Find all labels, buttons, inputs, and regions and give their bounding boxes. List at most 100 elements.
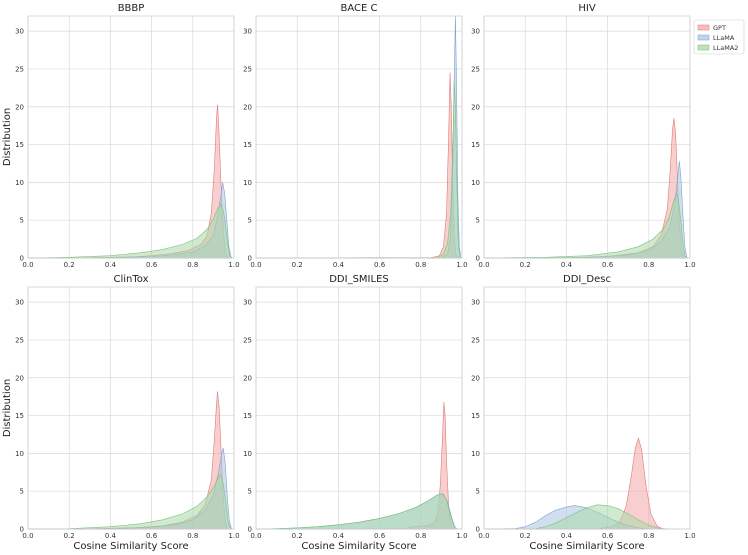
- x-tick-label: 0.8: [187, 261, 198, 269]
- legend-label-llama2: LLaMA2: [713, 44, 738, 52]
- y-tick-label: 5: [20, 488, 24, 496]
- x-tick-label: 0.2: [520, 261, 531, 269]
- x-tick-label: 0.0: [22, 532, 33, 540]
- x-tick-label: 0.4: [105, 261, 117, 269]
- series-area-llama: [255, 15, 462, 259]
- panel-frame: [483, 286, 691, 530]
- panel-title: DDI_SMILES: [329, 274, 389, 285]
- series-area-llama2: [483, 192, 688, 259]
- x-tick-label: 0.6: [602, 261, 614, 269]
- x-tick-label: 0.6: [374, 261, 386, 269]
- panel-title: ClinTox: [113, 274, 148, 285]
- x-tick-label: 0.0: [478, 532, 489, 540]
- series-area-llama2: [255, 493, 458, 530]
- x-tick-label: 0.2: [292, 261, 303, 269]
- series-area-llama2: [483, 504, 670, 530]
- x-tick-label: 1.0: [228, 261, 239, 269]
- panel-title: BACE C: [341, 3, 378, 14]
- y-tick-label: 0: [476, 526, 480, 534]
- y-tick-label: 5: [248, 488, 252, 496]
- y-tick-label: 20: [243, 103, 252, 111]
- legend: GPT LLaMA LLaMA2: [693, 19, 745, 55]
- panel-frame: [255, 286, 463, 530]
- y-tick-label: 30: [471, 28, 480, 36]
- y-axis-label: Distribution: [2, 379, 13, 437]
- x-tick-label: 0.4: [561, 532, 573, 540]
- y-tick-label: 0: [248, 526, 252, 534]
- panel-frame: [27, 15, 235, 259]
- y-tick-label: 15: [15, 412, 24, 420]
- y-tick-label: 25: [15, 65, 24, 73]
- legend-label-llama: LLaMA: [713, 34, 735, 42]
- y-tick-label: 10: [15, 179, 24, 187]
- x-tick-label: 1.0: [456, 261, 467, 269]
- y-tick-label: 0: [20, 526, 24, 534]
- y-tick-label: 30: [15, 28, 24, 36]
- y-tick-label: 25: [471, 336, 480, 344]
- legend-swatch-gpt: [697, 24, 710, 31]
- y-tick-label: 15: [471, 412, 480, 420]
- legend-swatch-llama: [697, 34, 710, 41]
- x-tick-label: 0.8: [415, 261, 426, 269]
- y-tick-label: 25: [471, 65, 480, 73]
- x-tick-label: 0.4: [333, 532, 345, 540]
- legend-label-gpt: GPT: [713, 24, 726, 32]
- y-tick-label: 0: [476, 255, 480, 263]
- y-tick-label: 5: [20, 217, 24, 225]
- panel-title: HIV: [578, 3, 595, 14]
- panel-frame: [483, 15, 691, 259]
- x-tick-label: 0.8: [415, 532, 426, 540]
- panel-frame: [255, 15, 463, 259]
- y-tick-label: 25: [243, 336, 252, 344]
- y-tick-label: 10: [243, 179, 252, 187]
- y-tick-label: 10: [15, 450, 24, 458]
- x-tick-label: 0.4: [333, 261, 345, 269]
- series-area-gpt: [483, 118, 685, 259]
- panel-hiv: 0.0 0.2 0.4 0.6 0.8 1.0 0 5 10 15 20 25 30 HIV: [471, 3, 695, 269]
- y-tick-label: 20: [471, 103, 480, 111]
- x-tick-label: 0.2: [292, 532, 303, 540]
- series-area-llama2: [27, 473, 233, 530]
- series-area-gpt: [255, 72, 459, 259]
- y-tick-label: 20: [15, 374, 24, 382]
- y-tick-label: 20: [471, 374, 480, 382]
- x-axis-label: Cosine Similarity Score: [73, 541, 188, 552]
- y-tick-label: 30: [243, 299, 252, 307]
- y-axis-label: Distribution: [2, 108, 13, 166]
- panel-ddi-desc: 0.0 0.2 0.4 0.6 0.8 1.0 0 5 10 15 20 25 30 DDI_Desc Co…: [471, 274, 695, 552]
- x-tick-label: 0.4: [105, 532, 117, 540]
- x-tick-label: 1.0: [228, 532, 239, 540]
- panels-layer: 0.0 0.2 0.4 0.6 0.8 1.0 0 5 10 15 20 25 30 BBBP Distri…: [2, 3, 696, 552]
- x-tick-label: 0.0: [478, 261, 489, 269]
- x-axis-label: Cosine Similarity Score: [301, 541, 416, 552]
- x-tick-label: 1.0: [684, 261, 695, 269]
- y-tick-label: 20: [243, 374, 252, 382]
- y-tick-label: 25: [243, 65, 252, 73]
- panel-ddi-smiles: 0.0 0.2 0.4 0.6 0.8 1.0 0 5 10 15 20 25 30 DDI_SMILES…: [243, 274, 467, 552]
- x-tick-label: 0.2: [64, 532, 75, 540]
- y-tick-label: 5: [248, 217, 252, 225]
- x-tick-label: 0.6: [602, 532, 614, 540]
- y-tick-label: 10: [243, 450, 252, 458]
- panel-title: DDI_Desc: [563, 274, 611, 285]
- x-tick-label: 0.0: [22, 261, 33, 269]
- x-tick-label: 0.0: [250, 532, 261, 540]
- x-tick-label: 0.6: [146, 532, 158, 540]
- y-tick-label: 30: [243, 28, 252, 36]
- y-tick-label: 10: [471, 179, 480, 187]
- x-tick-label: 1.0: [456, 532, 467, 540]
- y-tick-label: 30: [471, 299, 480, 307]
- panel-bace-c: 0.0 0.2 0.4 0.6 0.8 1.0 0 5 10 15 20 25 30 BACE C: [243, 3, 467, 269]
- y-tick-label: 30: [15, 299, 24, 307]
- x-tick-label: 0.0: [250, 261, 261, 269]
- panel-clintox: 0.0 0.2 0.4 0.6 0.8 1.0 0 5 10 15 20 25 30 ClinTox Dis…: [2, 274, 240, 552]
- y-tick-label: 0: [20, 255, 24, 263]
- x-tick-label: 0.4: [561, 261, 573, 269]
- x-tick-label: 0.2: [520, 532, 531, 540]
- series-area-llama2: [255, 80, 461, 259]
- y-tick-label: 15: [243, 141, 252, 149]
- y-tick-label: 15: [15, 141, 24, 149]
- legend-swatch-llama2: [697, 44, 710, 51]
- y-tick-label: 20: [15, 103, 24, 111]
